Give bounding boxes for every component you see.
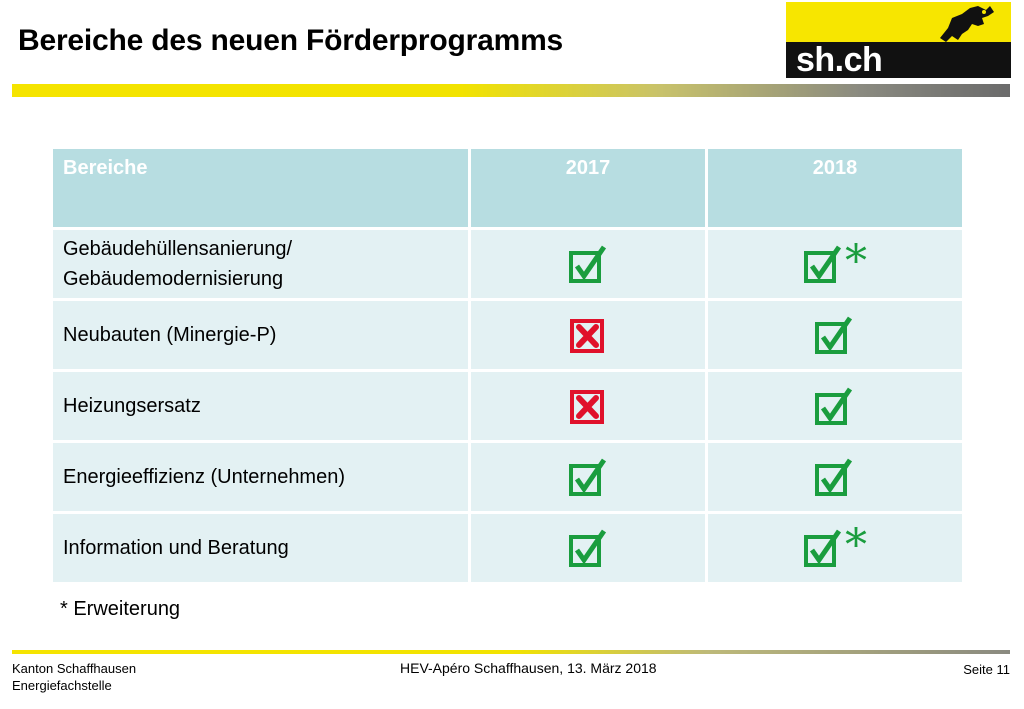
logo-black-band [786,42,1011,78]
header-2017: 2017 [468,146,708,230]
footer-org: Kanton Schaffhausen Energiefachstelle [12,660,136,694]
checkbox-checked-icon [815,458,853,496]
cell-2018: * [705,227,965,301]
extension-star: * [845,520,867,571]
checkbox-checked-icon [815,387,853,425]
footer-org-line2: Energiefachstelle [12,678,112,693]
table-header-row: Bereiche 2017 2018 [50,146,965,230]
cell-2018 [705,440,965,514]
row-label: Energieeffizienz (Unternehmen) [50,440,471,514]
cell-2017 [468,298,708,372]
footnote: * Erweiterung [60,598,181,620]
cell-2017 [468,440,708,514]
row-label: Gebäudehüllensanierung/ Gebäudemodernisi… [50,227,471,301]
row-label: Heizungsersatz [50,369,471,443]
checkbox-checked-icon [569,458,607,496]
cell-2017 [468,227,708,301]
checkbox-crossed-icon [570,319,604,353]
table-row: Gebäudehüllensanierung/ Gebäudemodernisi… [50,227,965,301]
row-label: Neubauten (Minergie-P) [50,298,471,372]
checkbox-checked-icon [569,245,607,283]
header-bereiche: Bereiche [50,146,471,230]
table-row: Neubauten (Minergie-P) [50,298,965,372]
extension-star: * [845,236,867,287]
footer-page-number: Seite 11 [963,662,1010,677]
checkbox-checked-icon [804,529,842,567]
footer-bar [12,650,1010,654]
header-2018: 2018 [705,146,965,230]
header-bar [12,84,1010,97]
cell-2017 [468,511,708,585]
checkbox-checked-icon [815,316,853,354]
cell-2018 [705,369,965,443]
checkbox-checked-icon [804,245,842,283]
footer-event: HEV-Apéro Schaffhausen, 13. März 2018 [400,660,657,676]
cell-2018 [705,298,965,372]
table-row: Information und Beratung * [50,511,965,585]
table-row: Heizungsersatz [50,369,965,443]
table-row: Energieeffizienz (Unternehmen) [50,440,965,514]
page-title: Bereiche des neuen Förderprogramms [18,24,564,57]
footer-org-line1: Kanton Schaffhausen [12,661,137,676]
cell-2018: * [705,511,965,585]
program-table: Bereiche 2017 2018 Gebäudehüllensanierun… [50,146,965,585]
row-label: Information und Beratung [50,511,471,585]
logo-text: sh.ch [796,41,883,79]
sh-logo: sh.ch [786,2,1011,78]
ram-icon [940,6,994,42]
cell-2017 [468,369,708,443]
checkbox-checked-icon [569,529,607,567]
checkbox-crossed-icon [570,390,604,424]
